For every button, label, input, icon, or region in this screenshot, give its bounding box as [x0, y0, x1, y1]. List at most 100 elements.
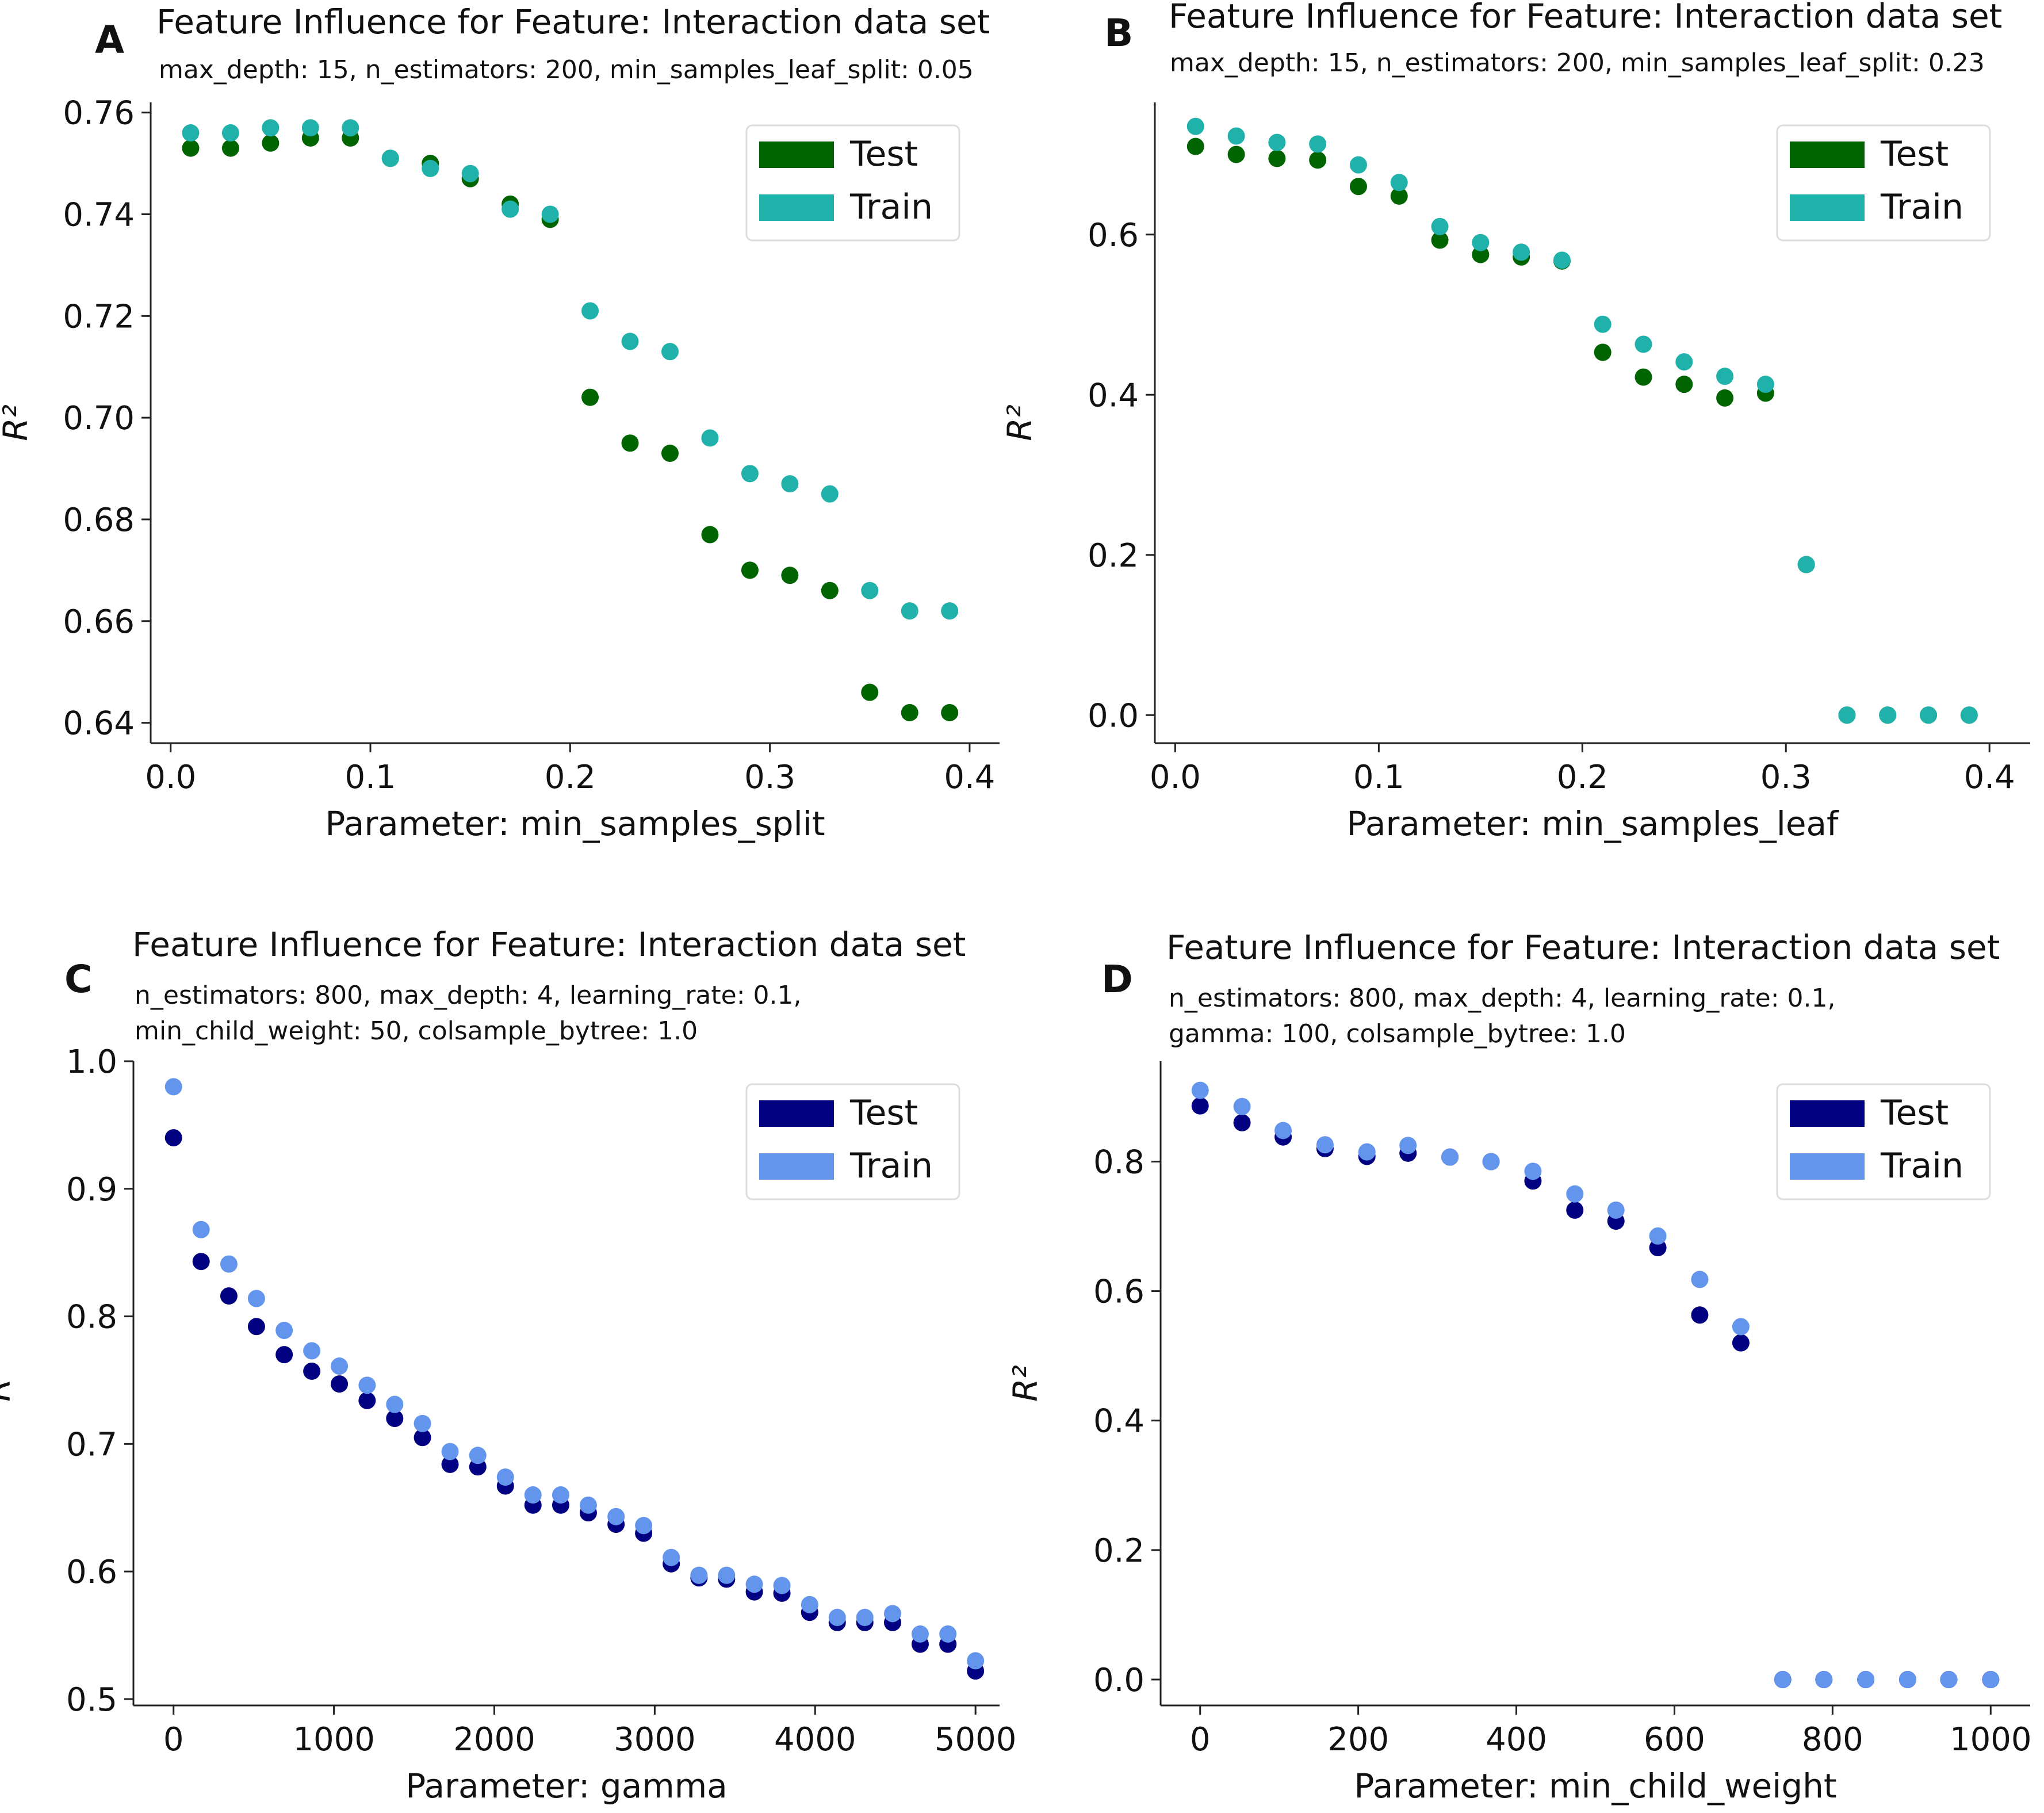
data-point-train	[1960, 706, 1978, 724]
data-point-train	[1879, 706, 1897, 724]
x-axis-label: Parameter: min_child_weight	[1354, 1766, 1836, 1806]
data-point-train	[524, 1486, 542, 1504]
y-tick-label: 0.70	[63, 400, 135, 437]
data-point-train	[1358, 1143, 1376, 1161]
data-point-test	[781, 567, 799, 584]
data-point-train	[1390, 174, 1408, 192]
chart-subtitle: n_estimators: 800, max_depth: 4, learnin…	[135, 981, 802, 1010]
data-point-train	[856, 1608, 874, 1626]
x-tick-label: 0.4	[944, 759, 995, 796]
x-tick-label: 0.4	[1964, 759, 2015, 796]
legend-swatch-test	[1790, 1100, 1865, 1127]
data-point-train	[1607, 1201, 1625, 1219]
data-point-train	[1553, 251, 1571, 269]
data-point-train	[939, 1625, 957, 1643]
data-point-train	[1186, 117, 1204, 135]
x-axis-label: Parameter: min_samples_split	[325, 804, 825, 843]
y-axis-label: R²	[1006, 1365, 1045, 1402]
data-point-train	[911, 1625, 929, 1643]
data-point-train	[1756, 376, 1774, 393]
data-point-test	[441, 1455, 459, 1473]
data-point-train	[221, 124, 239, 142]
data-point-test	[192, 1253, 210, 1271]
chart-subtitle: max_depth: 15, n_estimators: 200, min_sa…	[159, 55, 974, 85]
y-tick-label: 0.0	[1093, 1662, 1145, 1699]
x-tick-label: 4000	[774, 1721, 856, 1758]
x-tick-label: 600	[1644, 1721, 1705, 1758]
data-point-train	[1635, 335, 1652, 353]
data-point-test	[701, 526, 719, 544]
data-point-train	[1797, 556, 1815, 573]
panel-b: B Feature Influence for Feature: Interact…	[1000, 0, 2030, 843]
data-point-test	[414, 1429, 431, 1447]
legend: Test Train	[1776, 124, 1991, 242]
data-point-train	[773, 1577, 791, 1594]
chart-title: Feature Influence for Feature: Interacti…	[132, 925, 966, 964]
data-point-test	[1268, 150, 1286, 167]
data-point-train	[301, 119, 319, 137]
y-tick-label: 0.64	[63, 705, 135, 743]
data-point-train	[342, 119, 359, 137]
y-tick-label: 0.8	[1093, 1143, 1145, 1181]
data-point-train	[1233, 1097, 1251, 1115]
data-point-train	[621, 332, 639, 350]
panel-d: D Feature Influence for Feature: Interact…	[1006, 928, 2032, 1806]
legend-label-test: Test	[1880, 134, 1949, 174]
x-axis-label: Parameter: min_samples_leaf	[1347, 804, 1840, 843]
panel-letter: D	[1101, 957, 1133, 1001]
series-train	[1186, 117, 1978, 724]
data-point-train	[1431, 217, 1449, 235]
x-tick-label: 0.3	[1760, 759, 1812, 796]
y-tick-label: 0.2	[1088, 537, 1139, 575]
legend-swatch-test	[759, 141, 834, 168]
x-tick-label: 0.0	[145, 759, 196, 796]
data-point-train	[1940, 1670, 1958, 1688]
data-point-train	[828, 1608, 846, 1626]
x-axis-label: Parameter: gamma	[405, 1766, 728, 1806]
legend: Test Train	[745, 124, 960, 242]
data-point-train	[1513, 243, 1530, 261]
chart-subtitle: gamma: 100, colsample_bytree: 1.0	[1169, 1019, 1626, 1049]
data-point-train	[381, 150, 399, 167]
x-tick-label: 0.1	[345, 759, 396, 796]
data-point-train	[661, 343, 679, 361]
legend-swatch-train	[1790, 194, 1865, 221]
data-point-train	[469, 1447, 487, 1464]
y-tick-label: 0.76	[63, 95, 135, 132]
data-point-test	[1431, 231, 1449, 249]
data-point-train	[1594, 315, 1612, 333]
chart-subtitle: n_estimators: 800, max_depth: 4, learnin…	[1169, 984, 1836, 1013]
data-point-test	[621, 434, 639, 452]
panel-c: C Feature Influence for Feature: Interact…	[0, 925, 1016, 1806]
data-point-train	[718, 1566, 736, 1584]
x-tick-label: 2000	[453, 1721, 535, 1758]
data-point-test	[1349, 178, 1367, 196]
x-tick-label: 0.3	[744, 759, 795, 796]
data-point-train	[422, 159, 439, 177]
series-train	[1191, 1081, 2000, 1688]
y-axis-label: R²	[0, 1365, 18, 1402]
series-train	[182, 119, 959, 620]
data-point-train	[541, 205, 559, 223]
data-point-train	[1472, 234, 1490, 251]
data-point-test	[1675, 376, 1693, 393]
data-point-train	[1482, 1153, 1500, 1171]
data-point-train	[386, 1395, 404, 1413]
data-point-test	[861, 683, 879, 701]
panel-letter: B	[1104, 11, 1133, 55]
data-point-test	[262, 134, 280, 152]
series-test	[164, 1129, 985, 1680]
x-tick-label: 0.2	[1557, 759, 1608, 796]
data-point-test	[182, 139, 200, 157]
y-tick-label: 0.7	[66, 1426, 117, 1463]
data-point-test	[303, 1362, 321, 1380]
y-tick-label: 0.4	[1088, 377, 1139, 414]
data-point-test	[1233, 1114, 1251, 1131]
data-point-test	[358, 1391, 376, 1409]
data-point-test	[1186, 137, 1204, 155]
y-axis-label: R²	[0, 404, 35, 441]
data-point-train	[275, 1321, 293, 1339]
data-point-test	[581, 388, 599, 406]
legend-swatch-train	[1790, 1153, 1865, 1180]
